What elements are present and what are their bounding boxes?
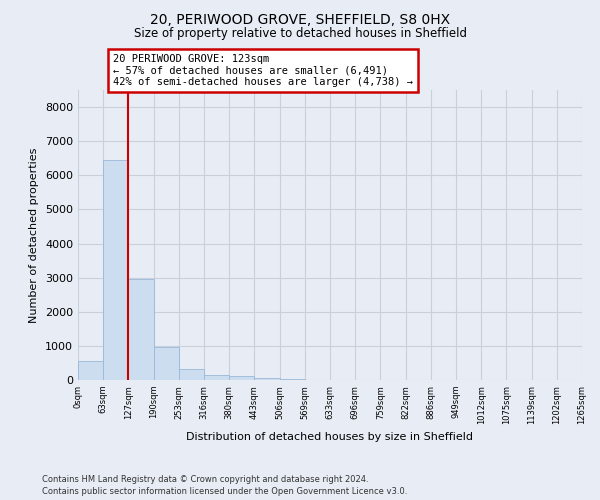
Text: Contains HM Land Registry data © Crown copyright and database right 2024.: Contains HM Land Registry data © Crown c… <box>42 475 368 484</box>
Bar <box>78 361 103 380</box>
Bar <box>154 347 179 380</box>
Text: Contains public sector information licensed under the Open Government Licence v3: Contains public sector information licen… <box>42 487 407 496</box>
Text: Size of property relative to detached houses in Sheffield: Size of property relative to detached ho… <box>133 28 467 40</box>
Bar <box>229 376 254 380</box>
Bar <box>103 160 128 380</box>
Y-axis label: Number of detached properties: Number of detached properties <box>29 148 40 322</box>
Text: 20 PERIWOOD GROVE: 123sqm
← 57% of detached houses are smaller (6,491)
42% of se: 20 PERIWOOD GROVE: 123sqm ← 57% of detac… <box>113 54 413 87</box>
X-axis label: Distribution of detached houses by size in Sheffield: Distribution of detached houses by size … <box>187 432 473 442</box>
Bar <box>204 374 229 380</box>
Bar <box>179 368 204 380</box>
Bar <box>254 378 280 380</box>
Text: 20, PERIWOOD GROVE, SHEFFIELD, S8 0HX: 20, PERIWOOD GROVE, SHEFFIELD, S8 0HX <box>150 12 450 26</box>
Bar <box>128 280 154 380</box>
